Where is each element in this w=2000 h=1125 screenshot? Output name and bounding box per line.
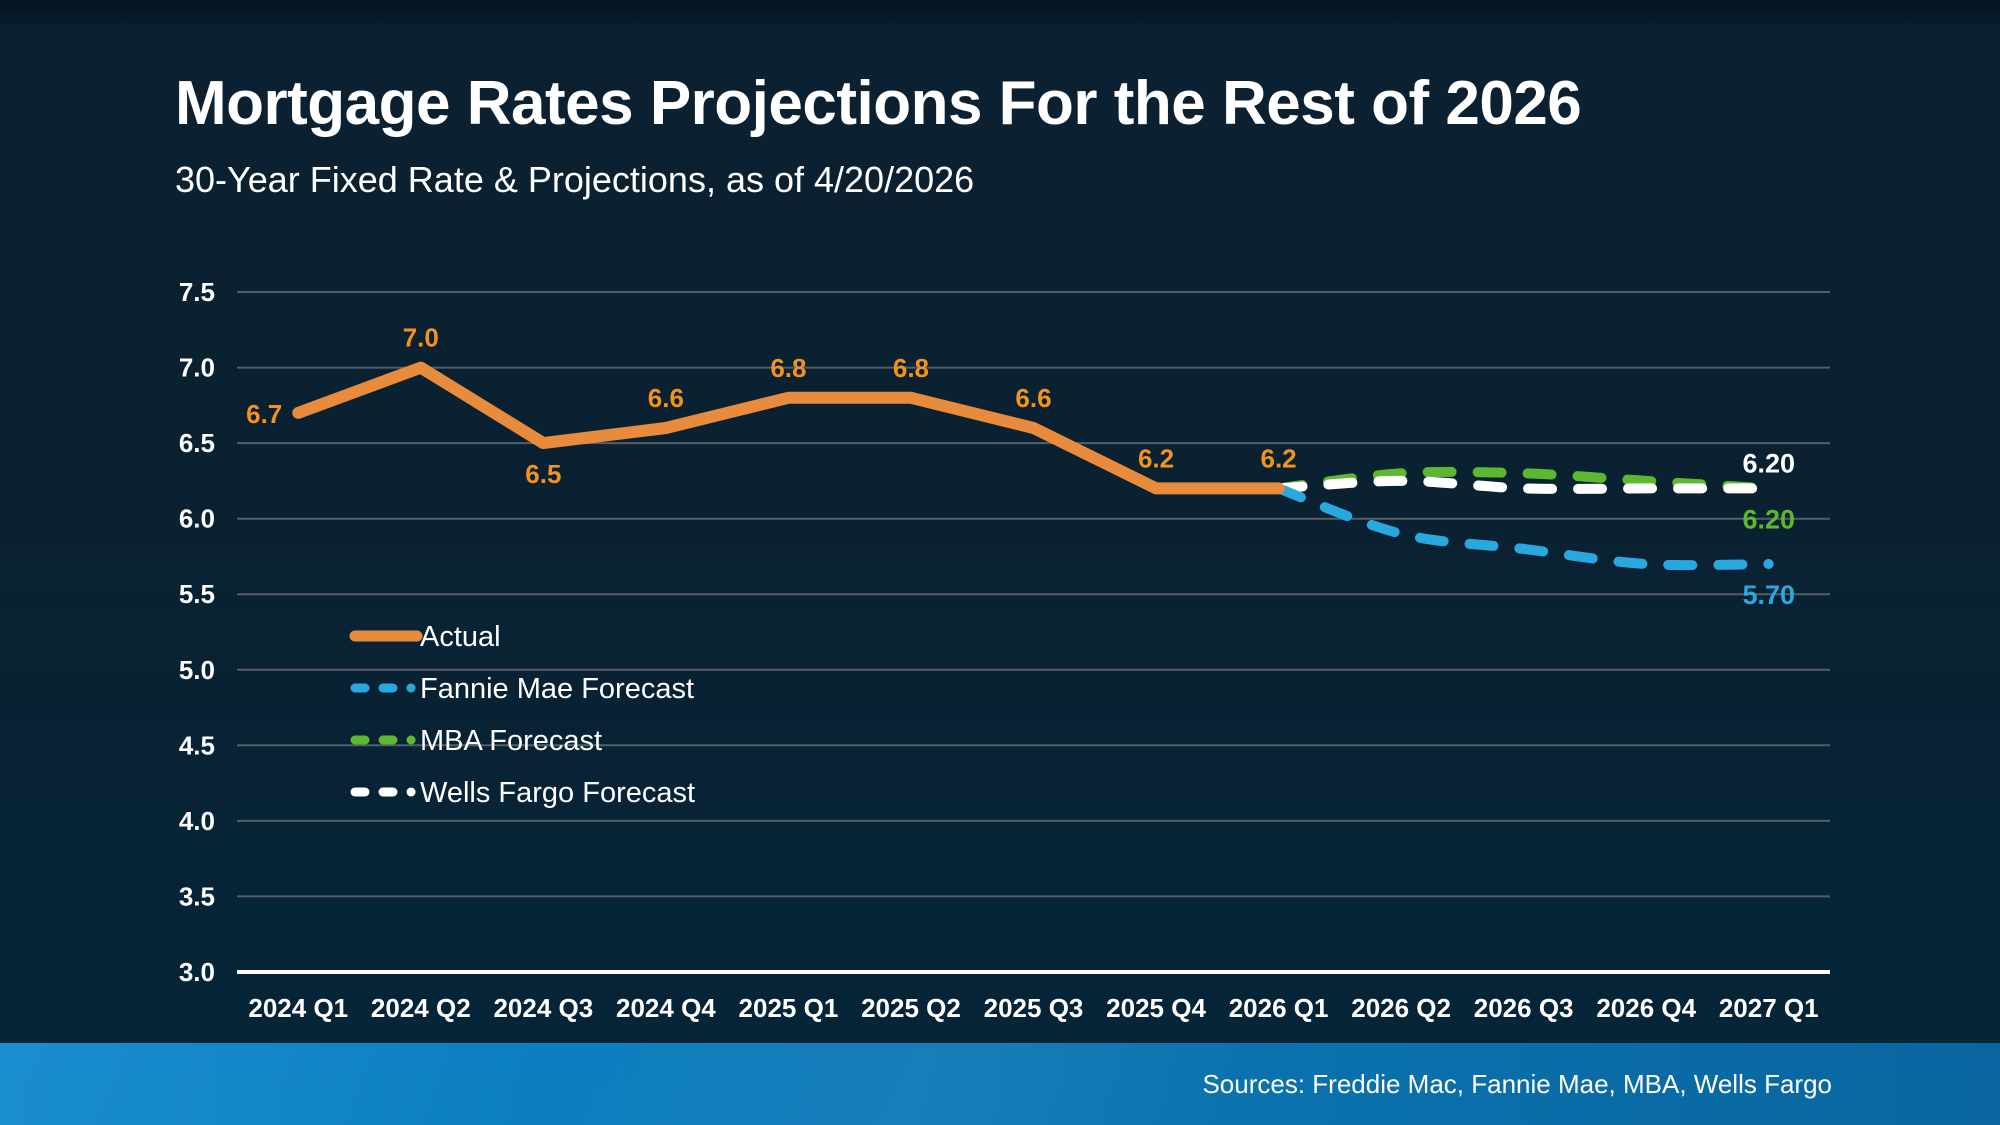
x-tick-label: 2025 Q1	[739, 993, 839, 1023]
data-label: 6.8	[770, 353, 806, 383]
y-tick-label: 4.0	[179, 806, 215, 836]
x-tick-label: 2025 Q2	[861, 993, 961, 1023]
data-label: 6.6	[1015, 383, 1051, 413]
data-label: 6.8	[893, 353, 929, 383]
y-tick-label: 6.0	[179, 504, 215, 534]
end-label-wells-fargo-forecast: 6.20	[1742, 448, 1795, 478]
series-line-actual	[292, 361, 1285, 495]
end-label-fannie-mae-forecast: 5.70	[1742, 580, 1795, 610]
data-label: 6.2	[1138, 443, 1174, 473]
chart-header: Mortgage Rates Projections For the Rest …	[175, 69, 1582, 200]
y-tick-label: 7.5	[179, 277, 215, 307]
chart-subtitle: 30-Year Fixed Rate & Projections, as of …	[175, 159, 975, 200]
series-line-wells-fargo-forecast	[1273, 475, 1774, 494]
legend-item-fannie-mae-forecast: Fannie Mae Forecast	[350, 673, 694, 705]
line-chart: 7.5 7.0 6.5 6.0 5.5 5.0 4.5 4.0 3.5 3.0 2024 Q1 202…	[179, 277, 1830, 1023]
data-label: 6.5	[525, 459, 561, 489]
x-tick-label: 2026 Q1	[1229, 993, 1329, 1023]
x-tick-label: 2025 Q3	[984, 993, 1084, 1023]
series-line-fannie-mae-forecast	[1273, 483, 1774, 571]
legend-label-fannie-mae-forecast: Fannie Mae Forecast	[420, 673, 694, 705]
data-label: 6.7	[246, 399, 282, 429]
x-tick-label: 2026 Q3	[1474, 993, 1574, 1023]
legend-label-actual: Actual	[420, 621, 501, 653]
x-tick-label: 2025 Q4	[1106, 993, 1206, 1023]
legend-item-wells-fargo-forecast: Wells Fargo Forecast	[350, 777, 695, 809]
y-tick-label: 6.5	[179, 428, 215, 458]
y-tick-label: 5.5	[179, 579, 215, 609]
chart-title: Mortgage Rates Projections For the Rest …	[175, 69, 1582, 138]
legend-label-wells-fargo-forecast: Wells Fargo Forecast	[420, 777, 695, 809]
data-label: 6.6	[648, 383, 684, 413]
data-label: 7.0	[403, 323, 439, 353]
x-tick-label: 2026 Q2	[1351, 993, 1451, 1023]
x-tick-label: 2026 Q4	[1596, 993, 1696, 1023]
legend-item-actual: Actual	[349, 621, 501, 653]
end-label-mba-forecast: 6.20	[1742, 504, 1795, 534]
x-tick-label: 2027 Q1	[1719, 993, 1819, 1023]
legend-label-mba-forecast: MBA Forecast	[420, 725, 602, 757]
y-tick-label: 3.5	[179, 881, 215, 911]
source-bar: Sources: Freddie Mac, Fannie Mae, MBA, W…	[0, 1043, 2000, 1125]
x-tick-label: 2024 Q1	[248, 993, 348, 1023]
legend-item-mba-forecast: MBA Forecast	[350, 725, 602, 757]
y-tick-label: 4.5	[179, 730, 215, 760]
y-tick-label: 3.0	[179, 957, 215, 987]
x-tick-label: 2024 Q3	[493, 993, 593, 1023]
y-tick-label: 7.0	[179, 353, 215, 383]
source-note: Sources: Freddie Mac, Fannie Mae, MBA, W…	[1202, 1069, 1832, 1099]
x-tick-label: 2024 Q4	[616, 993, 716, 1023]
y-tick-label: 5.0	[179, 655, 215, 685]
data-label: 6.2	[1260, 443, 1296, 473]
x-tick-label: 2024 Q2	[371, 993, 471, 1023]
